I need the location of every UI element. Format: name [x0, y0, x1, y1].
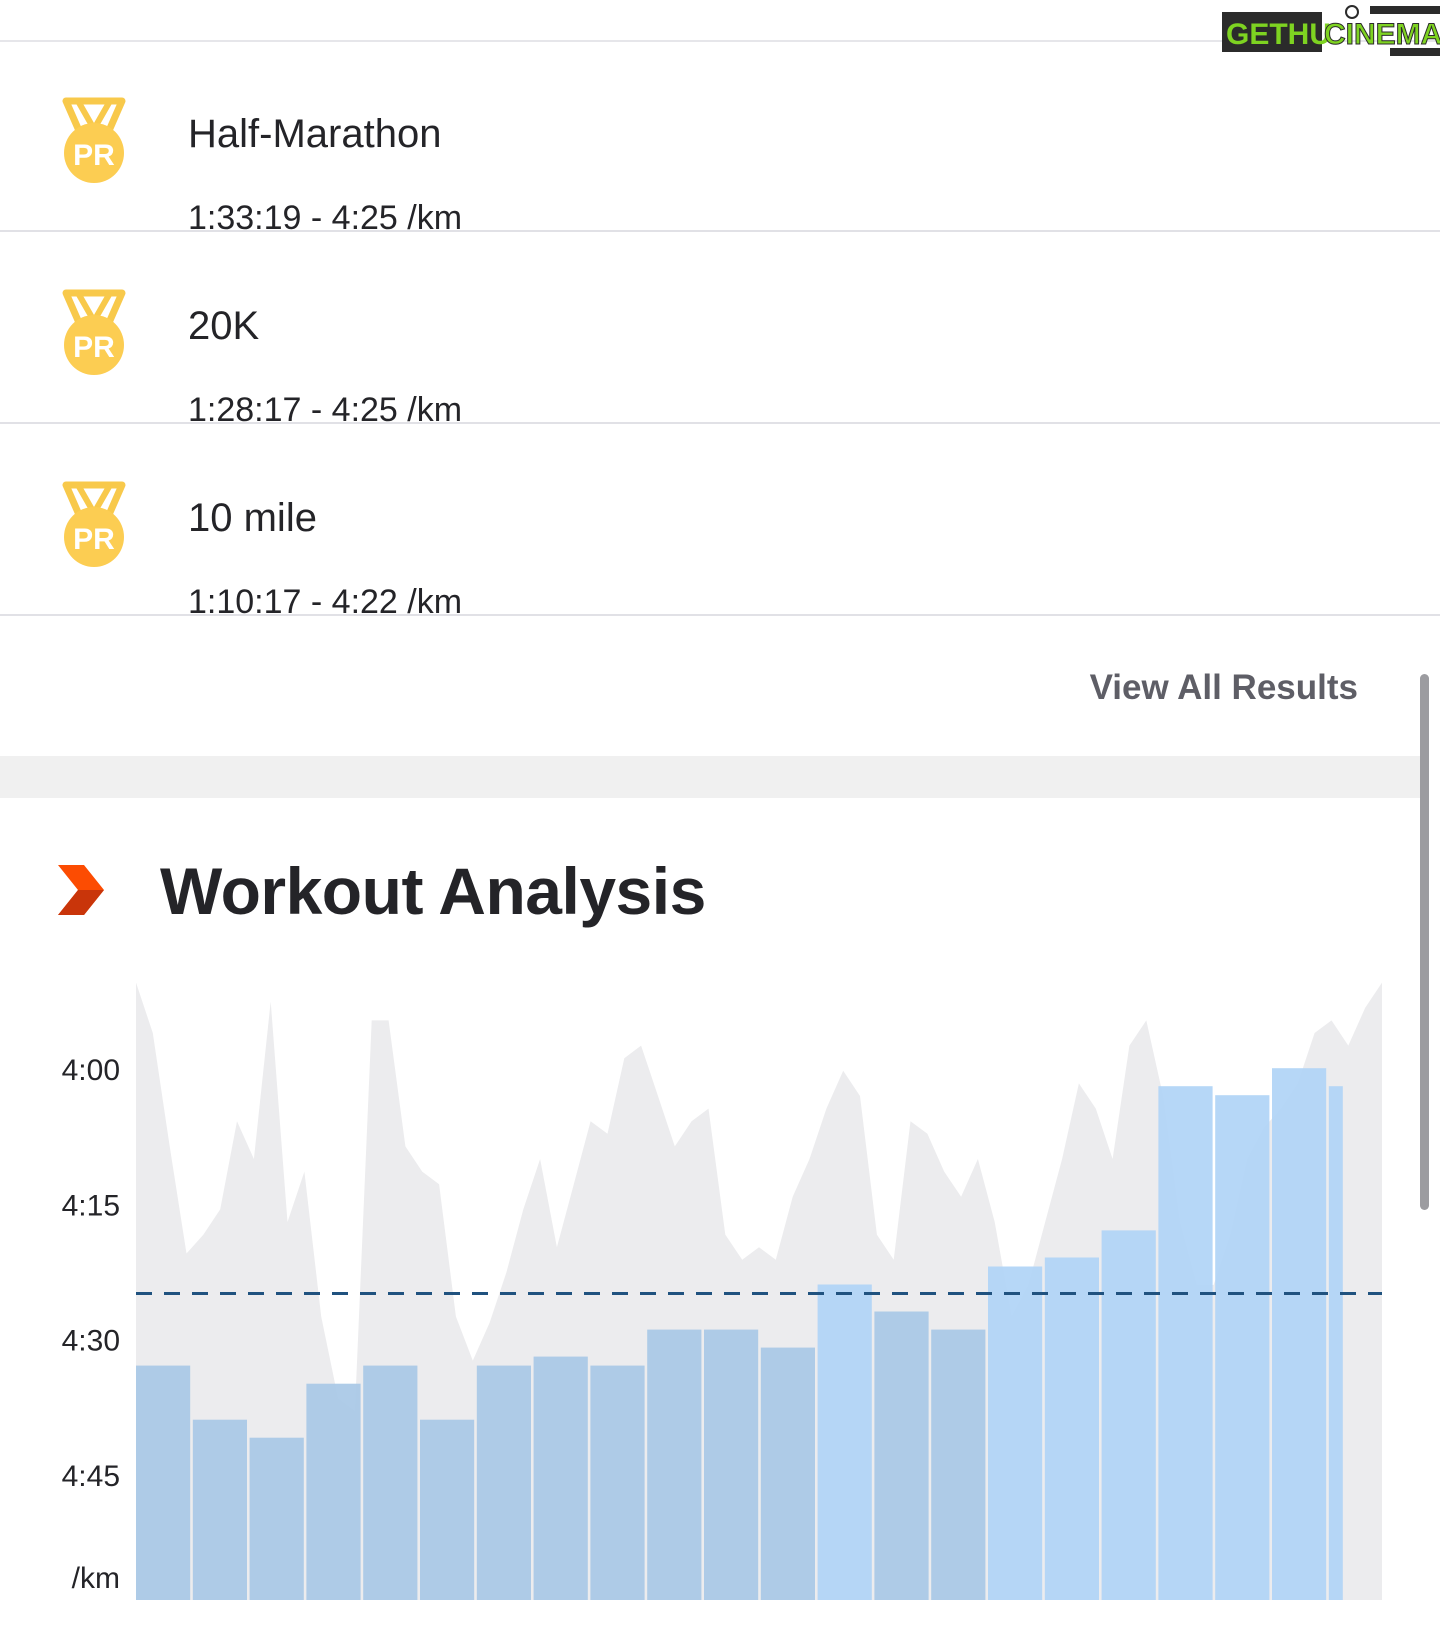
pr-medal-icon: PR [62, 289, 126, 375]
lap-bar[interactable] [1328, 1086, 1343, 1600]
pr-title: Half-Marathon [188, 112, 442, 156]
lap-bar[interactable] [249, 1437, 304, 1600]
chevron-right-icon [58, 865, 104, 915]
lap-bar[interactable] [931, 1329, 986, 1600]
lap-bar[interactable] [760, 1347, 815, 1600]
pr-detail: 1:10:17 - 4:22 /km [188, 583, 463, 621]
lap-bar[interactable] [590, 1365, 645, 1600]
y-tick-label: 4:30 [62, 1325, 120, 1358]
lap-bar[interactable] [192, 1419, 247, 1600]
y-tick-label: 4:45 [62, 1460, 120, 1493]
lap-bar[interactable] [704, 1329, 759, 1600]
lap-bar[interactable] [1215, 1095, 1270, 1600]
workout-analysis-title: Workout Analysis [160, 854, 706, 928]
svg-text:PR: PR [73, 139, 115, 172]
lap-bar[interactable] [1044, 1257, 1099, 1601]
film-reel-icon [1345, 5, 1359, 19]
lap-bar[interactable] [874, 1311, 929, 1601]
watermark-text-2: CINEMA [1324, 18, 1440, 51]
lap-bar[interactable] [306, 1383, 361, 1600]
pr-medal-icon: PR [62, 481, 126, 567]
pr-title: 10 mile [188, 496, 317, 540]
pace-chart[interactable]: 4:00 4:15 4:30 4:45/km [0, 960, 1420, 1626]
y-tick-label: 4:00 [62, 1054, 120, 1087]
pr-detail: 1:28:17 - 4:25 /km [188, 391, 463, 429]
lap-bar[interactable] [1101, 1230, 1156, 1600]
pr-row-20k[interactable]: PR 20K 1:28:17 - 4:25 /km [0, 232, 1440, 429]
section-divider [0, 756, 1420, 798]
scrollbar[interactable] [1420, 674, 1429, 1210]
lap-bar[interactable] [420, 1419, 475, 1600]
svg-text:PR: PR [73, 523, 115, 556]
watermark-text-1: GETHU [1226, 18, 1331, 51]
lap-bar[interactable] [533, 1356, 588, 1600]
svg-text:PR: PR [73, 331, 115, 364]
pr-detail: 1:33:19 - 4:25 /km [188, 199, 463, 237]
lap-bar[interactable] [136, 1365, 191, 1600]
pr-title: 20K [188, 304, 260, 348]
lap-bar[interactable] [363, 1365, 418, 1600]
lap-bar[interactable] [647, 1329, 702, 1600]
watermark-logo: GETHU CINEMA [1222, 5, 1440, 56]
lap-bar[interactable] [988, 1266, 1043, 1601]
lap-bar[interactable] [817, 1284, 872, 1601]
top-strip [0, 0, 1440, 42]
pr-row-10-mile[interactable]: PR 10 mile 1:10:17 - 4:22 /km [0, 424, 1440, 621]
y-axis-unit-label: /km [72, 1562, 120, 1595]
pr-row-half-marathon[interactable]: PR Half-Marathon 1:33:19 - 4:25 /km [0, 40, 1440, 237]
lap-bar[interactable] [1272, 1068, 1327, 1600]
lap-bar[interactable] [1158, 1086, 1213, 1600]
lap-bar[interactable] [476, 1365, 531, 1600]
pr-medal-icon: PR [62, 97, 126, 183]
view-all-results-button[interactable]: View All Results [1089, 668, 1358, 707]
y-tick-label: 4:15 [62, 1189, 120, 1222]
